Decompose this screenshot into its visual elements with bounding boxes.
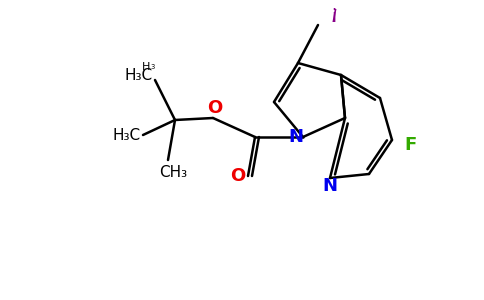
Text: O: O <box>207 99 223 117</box>
Text: H₃C: H₃C <box>113 128 141 142</box>
Text: F: F <box>404 136 416 154</box>
Text: H: H <box>142 62 150 72</box>
Text: N: N <box>322 177 337 195</box>
Text: N: N <box>288 128 303 146</box>
Text: H₃C: H₃C <box>125 68 153 82</box>
Text: O: O <box>230 167 245 185</box>
Text: $_3$: $_3$ <box>150 62 156 72</box>
Text: CH₃: CH₃ <box>159 165 187 180</box>
Text: I: I <box>332 8 336 26</box>
Text: i: i <box>332 8 336 26</box>
